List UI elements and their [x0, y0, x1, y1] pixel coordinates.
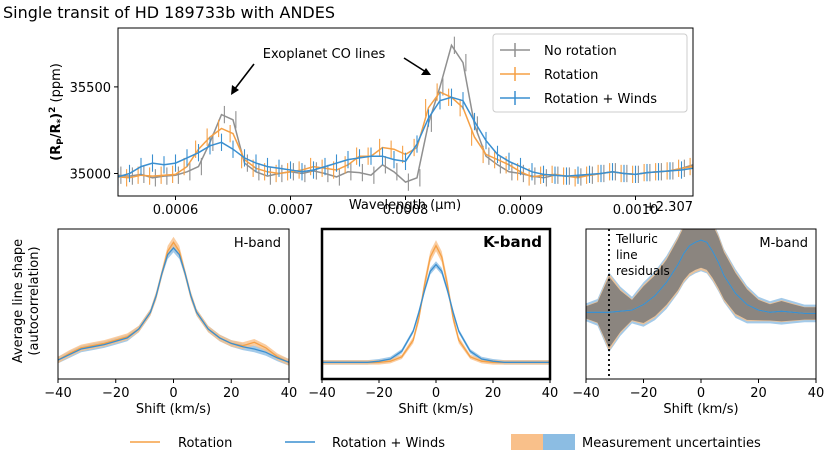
series-line-blue [586, 239, 816, 315]
y-tick-label: 35000 [70, 167, 111, 182]
panel-frame [320, 227, 552, 381]
spectrum-panel: 0.0006 0.0007 0.0008 0.0009 0.0010 35000 35500… [48, 27, 694, 218]
h-band-panel: H-band −40 −20 0 20 40 Shift (km/s) [44, 228, 298, 417]
annotation-arrow-left [233, 63, 255, 91]
x-tick-label: −20 [630, 386, 657, 401]
uncertainty-band-orange [322, 240, 550, 365]
x-tick-label: 0 [169, 386, 177, 401]
x-tick-label: −40 [44, 386, 71, 401]
x-tick-label: 0 [697, 386, 705, 401]
series-line-blue [322, 263, 550, 363]
legend-no-rotation-label: No rotation [544, 44, 617, 59]
panel-plot-area [586, 229, 816, 353]
x-tick-label: −20 [102, 386, 129, 401]
y-tick-label: 35500 [70, 81, 111, 96]
annotation-arrowhead-right [421, 68, 431, 75]
annotation-text: Exoplanet CO lines [263, 47, 386, 62]
x-axis-label: Shift (km/s) [663, 402, 738, 417]
panel-label: K-band [483, 233, 542, 251]
legend-rotation: Rotation [500, 67, 598, 83]
x-tick-label: 40 [281, 386, 298, 401]
annotation-arrow-right [403, 57, 427, 73]
spectrum-x-offset: +2.307 [645, 200, 693, 215]
spectrum-x-label: Wavelength (μm) [349, 198, 461, 213]
x-axis-label: Shift (km/s) [136, 402, 211, 417]
x-tick-label: 20 [223, 386, 240, 401]
series-line [118, 96, 693, 178]
legend-box [492, 33, 688, 113]
bottom-legend-orange-band [511, 434, 543, 450]
telluric-label: residuals [616, 264, 670, 278]
x-tick-label: 0 [432, 386, 440, 401]
k-band-panel: K-band −40 −20 0 20 40 Shift (km/s) [308, 227, 559, 417]
bottom-legend-uncertainty-label: Measurement uncertainties [582, 436, 761, 451]
x-axis-label: Shift (km/s) [398, 402, 473, 417]
bottom-y-label-line2: (autocorrelation) [27, 246, 42, 355]
co-lines-annotation: Exoplanet CO lines [231, 47, 431, 95]
legend-rotation-winds-label: Rotation + Winds [544, 92, 657, 107]
x-tick-label: −40 [572, 386, 599, 401]
panel-label: M-band [759, 236, 808, 251]
x-tick-label: 20 [750, 386, 767, 401]
panel-label: H-band [234, 236, 281, 251]
x-tick-label: 0.0007 [268, 203, 314, 218]
x-tick-label: 0.0010 [613, 203, 659, 218]
uncertainty-band-blue [58, 243, 289, 366]
series-line-orange [58, 241, 289, 363]
x-tick-label: −20 [365, 386, 392, 401]
uncertainty-band-blue [322, 261, 550, 365]
bottom-y-label-line1: Average line shape [11, 239, 26, 363]
x-tick-label: 0.0009 [498, 203, 544, 218]
x-tick-label: 40 [542, 386, 559, 401]
panel-plot-area [58, 236, 289, 366]
legend-rotation-label: Rotation [544, 68, 598, 83]
spectrum-legend: No rotation Rotation Rotation + Winds [492, 33, 688, 113]
telluric-label: Telluric [615, 232, 658, 246]
x-tick-label: −40 [308, 386, 335, 401]
telluric-label: line [616, 248, 638, 262]
bottom-legend-rotation-label: Rotation [178, 436, 232, 451]
series-line-blue [58, 246, 289, 363]
m-band-panel: Telluric line residuals M-band −40 −20 0 20 40 Sh… [572, 228, 825, 417]
figure-title: Single transit of HD 189733b with ANDES [3, 3, 335, 22]
panel-plot-area [322, 240, 550, 365]
legend-no-rotation: No rotation [500, 43, 617, 59]
legend-rotation-winds: Rotation + Winds [500, 91, 657, 107]
x-tick-label: 40 [808, 386, 825, 401]
x-tick-label: 0.0006 [153, 203, 199, 218]
bottom-legend-winds-label: Rotation + Winds [332, 436, 445, 451]
x-tick-label: 20 [485, 386, 502, 401]
annotation-arrowhead-left [231, 85, 239, 95]
uncertainty-band-overlap [586, 229, 816, 349]
bottom-legend: Rotation Rotation + Winds Measurement un… [130, 434, 761, 451]
bottom-legend-blue-band [543, 434, 575, 450]
x-tick-label: 0.0008 [383, 203, 429, 218]
spectrum-y-label: (RP/R*)2 (ppm) [48, 63, 66, 161]
series-rotation-winds [118, 88, 693, 186]
